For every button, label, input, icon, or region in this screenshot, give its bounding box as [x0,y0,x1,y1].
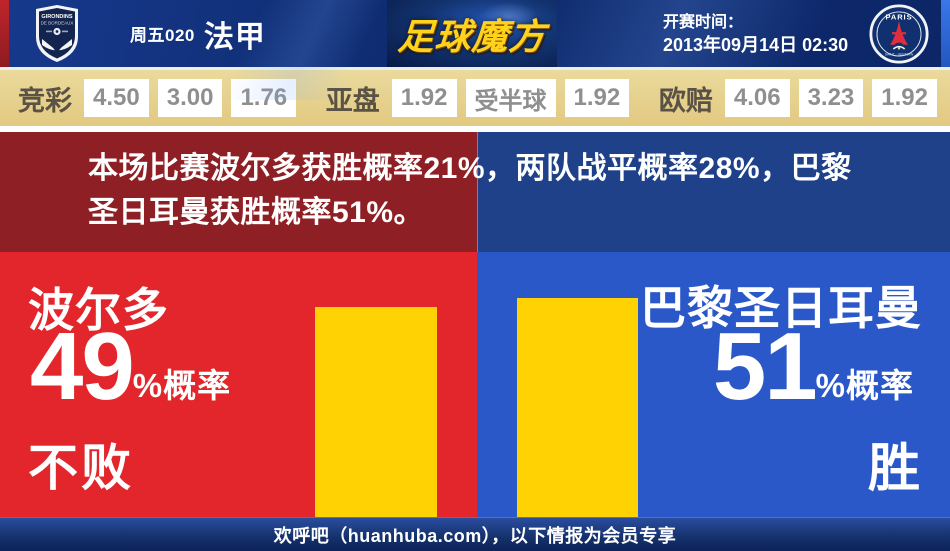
odds-handicap-box: 受半球 [465,79,556,117]
odds-value-box: 1.76 [231,79,297,117]
away-percent-suffix: %概率 [815,366,914,404]
away-team-name: 巴黎圣日耳曼 [640,282,922,334]
odds-value-box: 3.23 [798,79,864,117]
header-left-red-strip [0,0,9,67]
home-percent-suffix: %概率 [132,366,232,404]
odds-value-box: 1.92 [872,79,937,117]
match-info: 周五020 法甲 [130,0,266,67]
psg-badge-text-bottom: SAINT - GERMAIN [885,53,914,57]
away-panel: 巴黎圣日耳曼 51 %概率 胜 [477,252,950,517]
away-probability-bar [517,298,638,517]
home-team-name: 波尔多 [28,284,169,336]
bordeaux-badge-text-1: GIRONDINS [41,14,73,20]
odds-group-oupei: 欧赔 4.06 3.23 1.92 [659,79,937,118]
odds-value-box: 4.50 [84,79,149,117]
odds-value-box: 4.06 [724,79,790,117]
bordeaux-badge-text-2: DE BORDEAUX [41,21,74,26]
summary-band-red-half [0,132,477,252]
odds-value-box: 1.92 [564,79,630,117]
away-probability: 51 %概率 [712,313,914,420]
odds-label-oupei: 欧赔 [658,85,713,116]
league-name: 法甲 [203,20,266,54]
odds-divider [0,126,950,132]
psg-badge-icon: PARIS SAINT - GERMAIN [869,4,929,64]
odds-value-box: 3.00 [157,79,223,117]
summary-text: 本场比赛波尔多获胜概率21%，两队战平概率28%，巴黎 圣日耳曼获胜概率51%。 [88,147,852,235]
home-panel: 波尔多 49 %概率 不败 [0,252,477,517]
away-outcome: 胜 [867,440,920,498]
home-percent-value: 49 [30,313,135,420]
bordeaux-badge-icon: GIRONDINS DE BORDEAUX [36,5,78,62]
summary-band: 本场比赛波尔多获胜概率21%，两队战平概率28%，巴黎 圣日耳曼获胜概率51%。 [0,132,950,252]
summary-line-1: 本场比赛波尔多获胜概率21%，两队战平概率28%，巴黎 [88,152,852,185]
home-probability-bar [315,307,437,517]
site-logo-text: 足球魔方 [396,15,548,57]
home-probability: 49 %概率 [30,313,232,420]
kickoff-info: 开赛时间： 2013年09月14日 02:30 [663,12,848,56]
odds-value-box: 1.92 [391,79,457,117]
home-outcome: 不败 [28,440,134,496]
header-right-blue-strip [941,0,950,67]
footer-text: 欢呼吧（huanhuba.com），以下情报为会员专享 [273,525,677,546]
odds-label-jingcai: 竞彩 [18,85,72,116]
header: GIRONDINS DE BORDEAUX 周五020 法甲 足球魔方 开赛时间… [0,0,950,100]
odds-group-yapan: 亚盘 1.92 受半球 1.92 [325,79,630,118]
odds-bar: 竞彩 4.50 3.00 1.76 亚盘 1.92 受半球 1.92 欧赔 4.… [0,70,950,126]
prediction-panels: 波尔多 49 %概率 不败 巴黎圣日耳曼 51 %概率 胜 [0,252,950,517]
footer: 欢呼吧（huanhuba.com），以下情报为会员专享 [0,517,950,551]
summary-line-2: 圣日耳曼获胜概率51%。 [88,196,425,229]
psg-badge-text-top: PARIS [885,12,912,21]
away-percent-value: 51 [712,313,818,420]
kickoff-label: 开赛时间： [663,14,744,31]
odds-group-jingcai: 竞彩 4.50 3.00 1.76 [18,79,297,118]
kickoff-time: 2013年09月14日 02:30 [663,35,849,55]
site-logo: 足球魔方 [387,0,557,67]
header-divider [0,67,950,70]
summary-band-blue-half [477,132,950,252]
match-code: 周五020 [130,26,195,45]
odds-label-yapan: 亚盘 [325,85,380,116]
